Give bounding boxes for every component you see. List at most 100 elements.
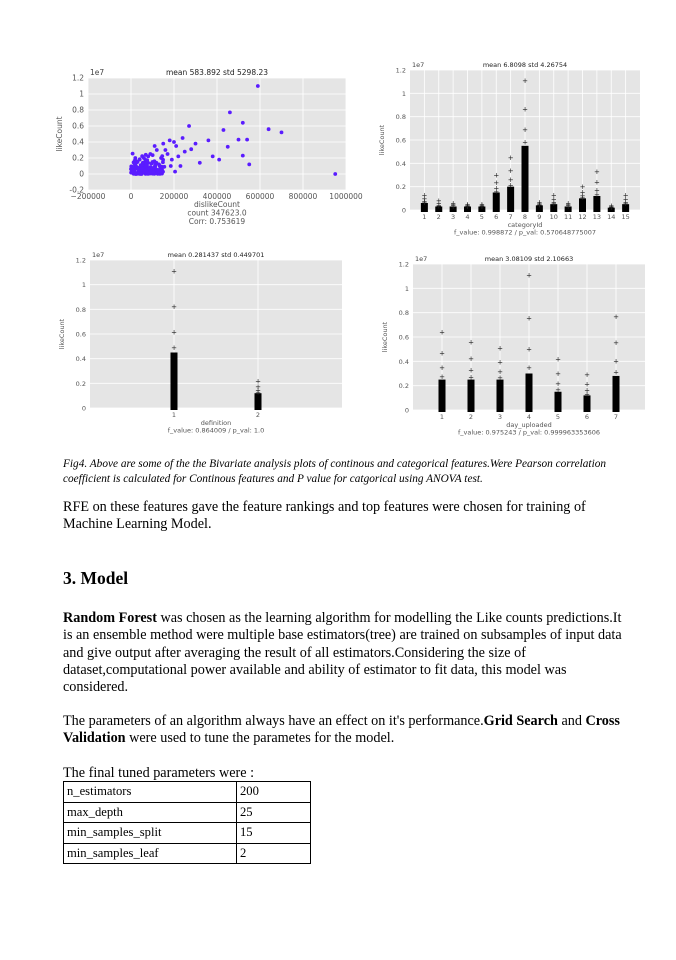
- outlier-marker: +: [526, 315, 532, 323]
- outlier-marker: +: [465, 203, 471, 211]
- box-body: [496, 379, 504, 412]
- outlier-marker: +: [522, 77, 528, 85]
- box-plot-definition: 1e7 mean 0.281437 std 0.449701 0 0.2 0.4 0.6 0…: [40, 248, 360, 443]
- data-point: [140, 160, 145, 165]
- axis-multiplier: 1e7: [412, 61, 424, 69]
- data-point: [225, 144, 230, 149]
- chart-3-svg: 1e7 mean 3.08109 std 2.10663 0 0.2 0.4 0.6 0.8…: [381, 255, 645, 437]
- outlier-marker: +: [171, 303, 177, 311]
- x-tick-label: 1000000: [329, 192, 363, 201]
- data-point: [163, 148, 168, 152]
- box-body: [464, 206, 471, 212]
- outlier-marker: +: [468, 338, 474, 346]
- data-point: [134, 164, 139, 169]
- data-point: [165, 152, 170, 156]
- data-point: [168, 164, 173, 168]
- y-tick-label: 0.8: [72, 106, 84, 115]
- table-row: min_samples_split 15: [63, 822, 311, 844]
- outlier-marker: +: [255, 389, 261, 397]
- box-body: [521, 145, 529, 212]
- x-tick-label: 10: [550, 213, 558, 221]
- x-axis-label: day_uploaded: [506, 421, 551, 429]
- data-point: [146, 154, 151, 159]
- x-tick-label: 1: [172, 411, 176, 419]
- outlier-marker: +: [479, 202, 485, 210]
- outlier-marker: +: [497, 358, 503, 366]
- outlier-marker: +: [584, 371, 590, 379]
- axis-multiplier: 1e7: [92, 251, 104, 259]
- outlier-marker: +: [594, 179, 600, 187]
- x-tick-label: 200000: [160, 192, 189, 201]
- outlier-marker: +: [613, 358, 619, 366]
- y-tick-label: 0.8: [76, 306, 86, 314]
- data-point: [153, 162, 158, 167]
- box-body: [254, 393, 262, 410]
- y-tick-label: 1: [82, 281, 86, 289]
- outlier-marker: +: [522, 126, 528, 134]
- x-tick-label: 600000: [246, 192, 275, 201]
- data-point: [172, 140, 176, 144]
- outlier-marker: +: [551, 200, 557, 208]
- outlier-marker: +: [436, 200, 442, 208]
- box-body: [449, 206, 457, 212]
- outlier-marker: +: [526, 271, 532, 279]
- y-axis-label: likeCount: [58, 318, 66, 349]
- data-point: [255, 84, 260, 88]
- table-row: max_depth 25: [63, 801, 311, 823]
- outlier-marker: +: [493, 185, 499, 193]
- random-forest-term: Random Forest: [63, 610, 157, 626]
- chart-note: f_value: 0.864009 / p_val: 1.0: [168, 427, 265, 435]
- outlier-marker: +: [436, 197, 442, 205]
- data-point: [147, 166, 152, 171]
- outlier-marker: +: [522, 138, 528, 146]
- param-name: min_samples_split: [63, 822, 237, 844]
- data-point: [176, 154, 181, 159]
- y-tick-label: 0.8: [396, 113, 406, 121]
- chart-title: mean 0.281437 std 0.449701: [168, 251, 265, 259]
- outlier-marker: +: [536, 201, 542, 209]
- x-axis-label: dislikeCount: [194, 200, 240, 209]
- outlier-marker: +: [536, 200, 542, 208]
- chart-title: mean 6.8098 std 4.26754: [483, 61, 567, 69]
- box-body: [435, 206, 443, 212]
- outlier-marker: +: [255, 387, 261, 395]
- data-point: [155, 168, 160, 172]
- chart-1-svg: 1e7 mean 6.8098 std 4.26754 0 0.2 0.4 0.6 0.8 1…: [378, 61, 640, 237]
- outlier-marker: +: [497, 368, 503, 376]
- box-body: [593, 196, 601, 212]
- outlier-marker: +: [608, 204, 614, 212]
- x-axis-label: categoryId: [508, 221, 543, 229]
- outlier-marker: +: [555, 355, 561, 363]
- box-body: [507, 186, 515, 212]
- outlier-marker: +: [436, 202, 442, 210]
- data-point: [333, 172, 338, 176]
- data-point: [247, 162, 252, 167]
- data-point: [240, 120, 245, 125]
- y-tick-label: 0.4: [76, 355, 86, 363]
- y-tick-label: 0.4: [399, 358, 409, 366]
- outlier-marker: +: [580, 192, 586, 200]
- outlier-marker: +: [493, 172, 499, 180]
- data-point: [236, 137, 241, 142]
- outlier-marker: +: [171, 268, 177, 276]
- outlier-marker: +: [565, 201, 571, 209]
- table-row: n_estimators 200: [63, 781, 311, 803]
- data-point: [151, 170, 156, 175]
- scatter-plot-dislike-vs-like: 1e7 mean 583.892 std 5298.23 -0.2 0 0.2 0.4 0.…: [40, 64, 370, 244]
- outlier-marker: +: [468, 374, 474, 382]
- outlier-marker: +: [526, 345, 532, 353]
- data-point: [149, 161, 154, 166]
- section-heading: 3. Model: [63, 568, 129, 588]
- outlier-marker: +: [497, 374, 503, 382]
- outlier-marker: +: [465, 202, 471, 210]
- data-point: [159, 164, 164, 169]
- x-tick-label: 3: [498, 413, 502, 421]
- x-tick-label: 5: [480, 213, 484, 221]
- data-point: [144, 164, 148, 168]
- box-body: [525, 373, 533, 412]
- x-tick-label: 8: [523, 213, 527, 221]
- data-point: [240, 153, 245, 158]
- data-point: [132, 169, 137, 174]
- outlier-marker: +: [479, 201, 485, 209]
- outlier-marker: +: [594, 191, 600, 199]
